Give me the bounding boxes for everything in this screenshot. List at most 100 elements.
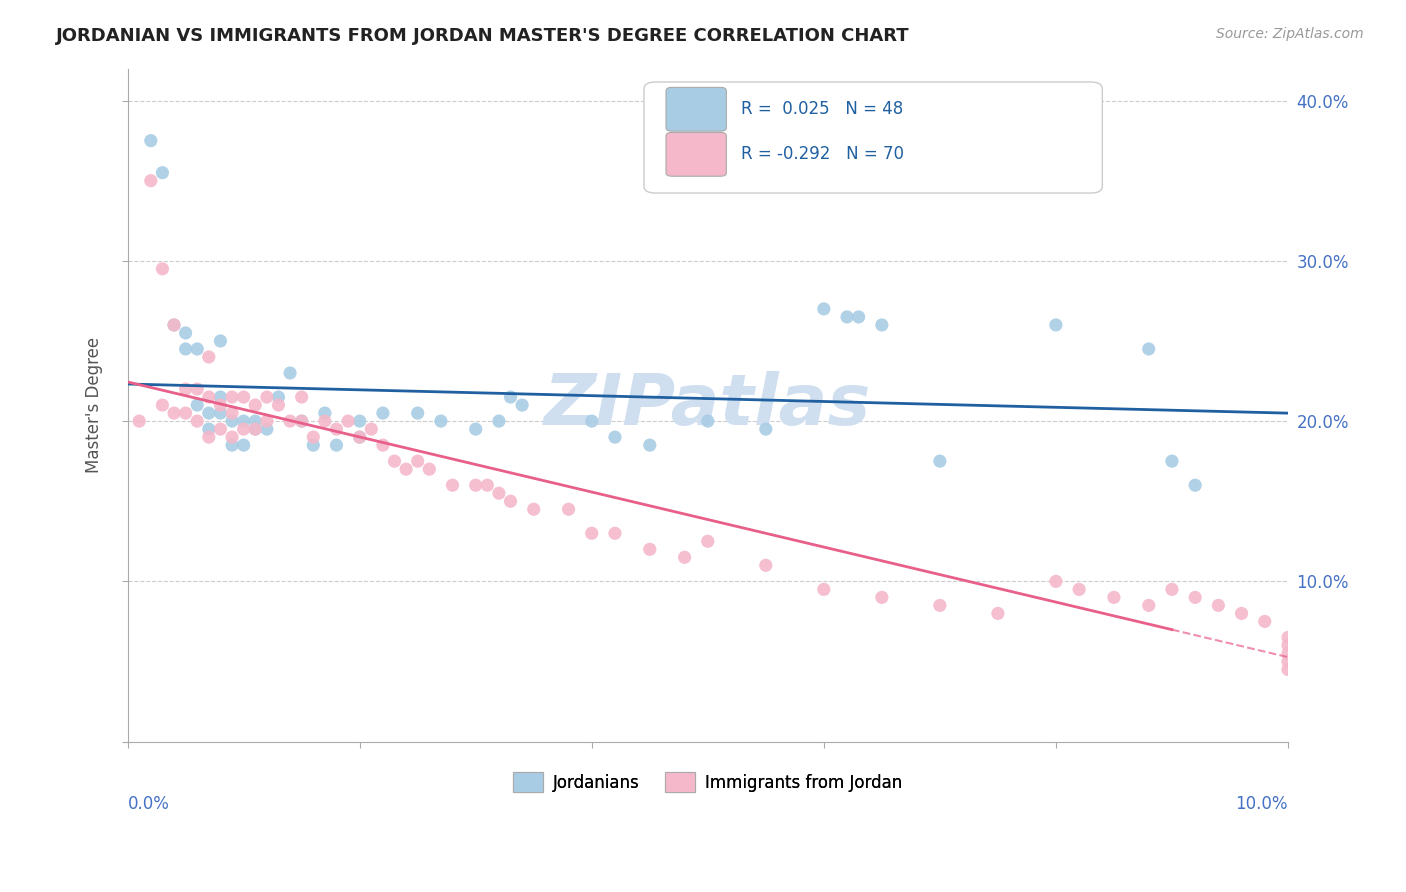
Point [848, 310, 870, 324]
Point [174, 342, 197, 356]
Text: Source: ZipAtlas.com: Source: ZipAtlas.com [1216, 27, 1364, 41]
Point [291, 414, 314, 428]
Point [186, 342, 208, 356]
Text: ZIPatlas: ZIPatlas [544, 370, 872, 440]
Point [581, 414, 603, 428]
Point [755, 558, 778, 573]
Point [221, 390, 243, 404]
Point [174, 382, 197, 396]
Point [488, 486, 510, 500]
Point [349, 430, 371, 444]
Point [1277, 663, 1299, 677]
Point [441, 478, 464, 492]
Point [1277, 631, 1299, 645]
Point [1184, 591, 1206, 605]
FancyBboxPatch shape [644, 82, 1102, 193]
Point [325, 422, 347, 436]
Point [418, 462, 440, 476]
Point [581, 526, 603, 541]
Point [1161, 454, 1184, 468]
Point [232, 422, 254, 436]
Point [245, 422, 267, 436]
Point [1137, 342, 1160, 356]
Point [221, 430, 243, 444]
Point [1184, 478, 1206, 492]
Point [139, 134, 162, 148]
Point [174, 406, 197, 420]
Point [499, 390, 522, 404]
Point [232, 414, 254, 428]
Point [163, 406, 186, 420]
Point [813, 582, 835, 597]
Point [349, 430, 371, 444]
Point [603, 526, 626, 541]
Point [198, 406, 221, 420]
Point [267, 398, 290, 412]
Point [163, 318, 186, 332]
Point [510, 398, 533, 412]
Point [152, 398, 174, 412]
Point [198, 350, 221, 364]
Point [1045, 574, 1067, 589]
Point [256, 414, 278, 428]
Point [696, 534, 718, 549]
Point [302, 430, 325, 444]
Point [928, 599, 950, 613]
Point [245, 414, 267, 428]
Point [198, 430, 221, 444]
Point [221, 414, 243, 428]
Point [673, 550, 696, 565]
Point [256, 390, 278, 404]
Point [209, 422, 232, 436]
Point [186, 414, 208, 428]
Point [337, 414, 360, 428]
Point [870, 591, 893, 605]
Point [523, 502, 546, 516]
Point [314, 406, 336, 420]
Text: 10.0%: 10.0% [1236, 796, 1288, 814]
Point [1045, 318, 1067, 332]
Point [278, 366, 301, 380]
Point [1161, 582, 1184, 597]
Point [464, 478, 486, 492]
Point [128, 414, 150, 428]
Point [987, 607, 1010, 621]
Text: 0.0%: 0.0% [128, 796, 170, 814]
Point [314, 414, 336, 428]
Point [835, 310, 858, 324]
Point [928, 454, 950, 468]
Point [1254, 615, 1277, 629]
Point [1277, 639, 1299, 653]
Point [302, 438, 325, 452]
Point [174, 326, 197, 340]
Point [152, 166, 174, 180]
Point [291, 390, 314, 404]
Point [325, 438, 347, 452]
Point [1277, 647, 1299, 661]
Point [1230, 607, 1253, 621]
Point [198, 390, 221, 404]
FancyBboxPatch shape [666, 87, 727, 131]
Legend: Jordanians, Immigrants from Jordan: Jordanians, Immigrants from Jordan [505, 764, 911, 801]
Point [209, 334, 232, 348]
Point [696, 414, 718, 428]
Point [1277, 655, 1299, 669]
Point [209, 390, 232, 404]
FancyBboxPatch shape [666, 133, 727, 177]
Point [221, 406, 243, 420]
Point [198, 422, 221, 436]
Point [384, 454, 406, 468]
Point [1137, 599, 1160, 613]
Point [499, 494, 522, 508]
Point [430, 414, 453, 428]
Point [267, 390, 290, 404]
Point [209, 398, 232, 412]
Point [186, 398, 208, 412]
Point [245, 398, 267, 412]
Point [232, 438, 254, 452]
Y-axis label: Master's Degree: Master's Degree [86, 337, 103, 473]
Point [638, 542, 661, 557]
Point [464, 422, 486, 436]
Text: R = -0.292   N = 70: R = -0.292 N = 70 [741, 145, 904, 163]
Point [278, 414, 301, 428]
